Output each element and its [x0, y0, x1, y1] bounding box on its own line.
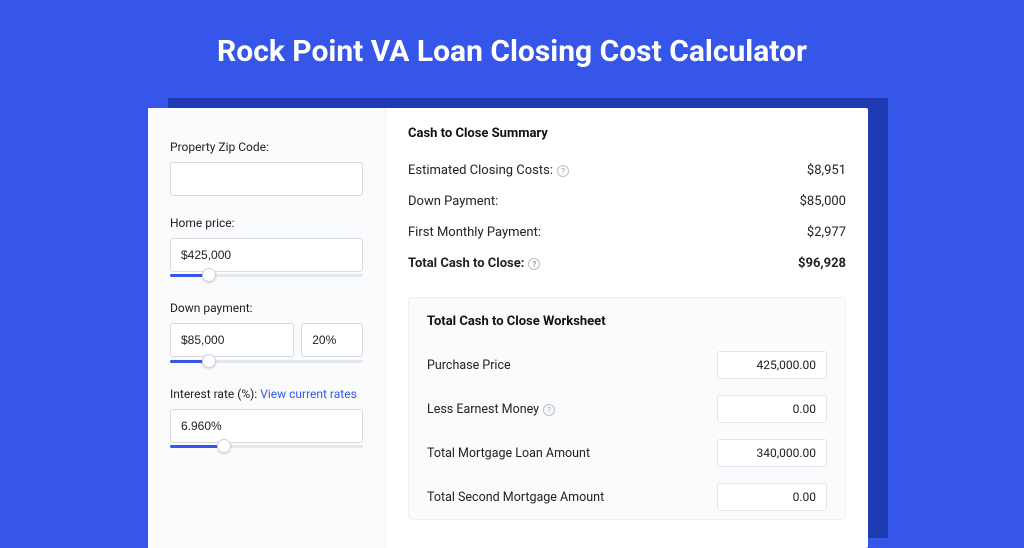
summary-row-value: $96,928 [798, 256, 846, 271]
summary-row-value: $85,000 [800, 194, 846, 209]
results-panel: Cash to Close Summary Estimated Closing … [386, 108, 868, 548]
worksheet-row-value[interactable]: 0.00 [717, 483, 827, 511]
summary-row-label: Estimated Closing Costs:? [408, 163, 569, 178]
worksheet-row-value[interactable]: 340,000.00 [717, 439, 827, 467]
view-rates-link[interactable]: View current rates [260, 387, 357, 401]
down-payment-label: Down payment: [170, 301, 363, 315]
zip-input[interactable] [170, 162, 363, 196]
summary-title: Cash to Close Summary [408, 126, 846, 141]
interest-label: Interest rate (%): View current rates [170, 387, 363, 401]
worksheet-row: Less Earnest Money? 0.00 [427, 387, 827, 431]
interest-field-group: Interest rate (%): View current rates [170, 387, 363, 452]
summary-row-value: $8,951 [807, 163, 846, 178]
calculator-card: Property Zip Code: Home price: Down paym… [148, 108, 868, 548]
worksheet-row-label: Purchase Price [427, 358, 511, 373]
summary-row: First Monthly Payment: $2,977 [408, 217, 846, 248]
slider-thumb[interactable] [217, 439, 231, 453]
worksheet-row-label: Total Mortgage Loan Amount [427, 446, 590, 461]
slider-thumb[interactable] [202, 268, 216, 282]
interest-slider[interactable] [170, 442, 363, 452]
help-icon[interactable]: ? [528, 258, 540, 270]
interest-label-text: Interest rate (%): [170, 387, 257, 401]
summary-row-label: Down Payment: [408, 194, 498, 209]
zip-label: Property Zip Code: [170, 140, 363, 154]
worksheet-row-label: Less Earnest Money? [427, 402, 555, 417]
worksheet-row: Total Mortgage Loan Amount 340,000.00 [427, 431, 827, 475]
slider-fill [170, 445, 224, 448]
zip-field-group: Property Zip Code: [170, 140, 363, 196]
home-price-field-group: Home price: [170, 216, 363, 281]
summary-row-value: $2,977 [807, 225, 846, 240]
worksheet-title: Total Cash to Close Worksheet [427, 314, 827, 329]
worksheet-row-value[interactable]: 425,000.00 [717, 351, 827, 379]
worksheet-row: Purchase Price 425,000.00 [427, 343, 827, 387]
summary-row-label: Total Cash to Close:? [408, 256, 540, 271]
down-payment-field-group: Down payment: [170, 301, 363, 367]
inputs-panel: Property Zip Code: Home price: Down paym… [148, 108, 386, 548]
help-icon[interactable]: ? [543, 404, 555, 416]
down-payment-slider[interactable] [170, 357, 363, 367]
summary-row: Estimated Closing Costs:? $8,951 [408, 155, 846, 186]
worksheet-panel: Total Cash to Close Worksheet Purchase P… [408, 297, 846, 520]
home-price-slider[interactable] [170, 271, 363, 281]
worksheet-rows: Purchase Price 425,000.00 Less Earnest Mon… [427, 343, 827, 519]
slider-thumb[interactable] [202, 354, 216, 368]
down-payment-input[interactable] [170, 323, 294, 357]
down-payment-pct-input[interactable] [301, 323, 363, 357]
home-price-label: Home price: [170, 216, 363, 230]
summary-row-label: First Monthly Payment: [408, 225, 541, 240]
worksheet-row-label: Total Second Mortgage Amount [427, 490, 604, 505]
help-icon[interactable]: ? [557, 165, 569, 177]
page-title: Rock Point VA Loan Closing Cost Calculat… [0, 0, 1024, 91]
worksheet-row: Total Second Mortgage Amount 0.00 [427, 475, 827, 519]
summary-row: Total Cash to Close:? $96,928 [408, 248, 846, 279]
interest-input[interactable] [170, 409, 363, 443]
summary-rows: Estimated Closing Costs:? $8,951 Down Paym… [408, 155, 846, 279]
summary-row: Down Payment: $85,000 [408, 186, 846, 217]
worksheet-row-value[interactable]: 0.00 [717, 395, 827, 423]
home-price-input[interactable] [170, 238, 363, 272]
